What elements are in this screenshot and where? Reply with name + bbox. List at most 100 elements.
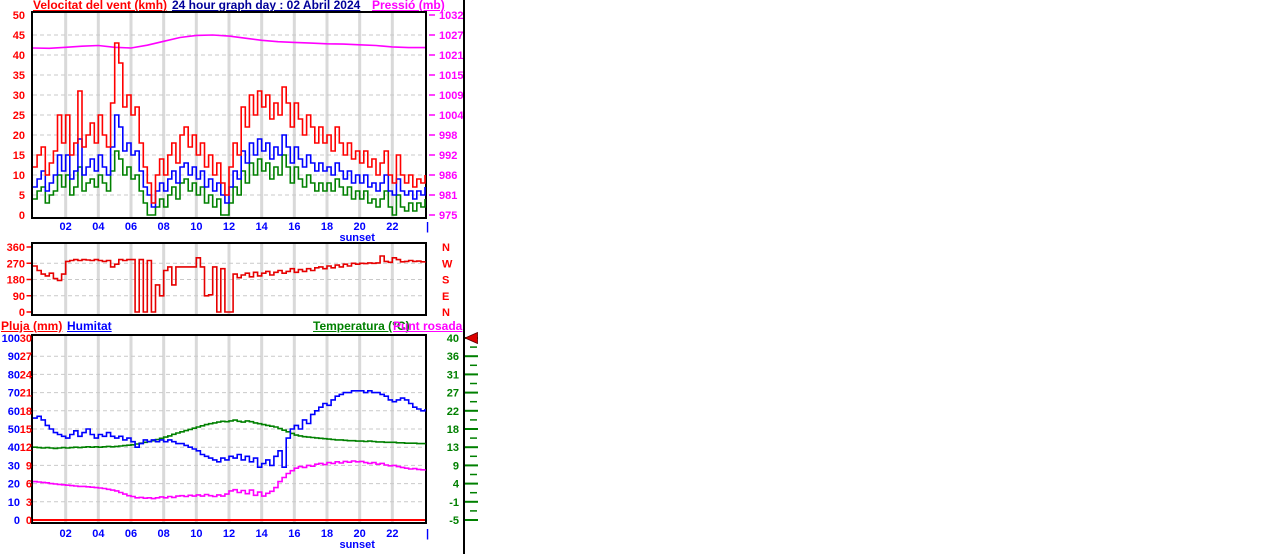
svg-text:9: 9 [453, 460, 459, 472]
svg-text:sunset: sunset [339, 232, 375, 244]
svg-text:100: 100 [2, 333, 20, 345]
svg-text:sunset: sunset [339, 539, 375, 551]
svg-text:14: 14 [256, 221, 269, 233]
svg-text:08: 08 [158, 221, 170, 233]
svg-text:70: 70 [8, 388, 20, 400]
series-temperature [33, 419, 426, 450]
svg-text:N: N [442, 242, 450, 254]
svg-text:N: N [442, 307, 450, 319]
svg-text:30: 30 [13, 90, 25, 102]
pressure-header-link[interactable]: Pressió (mb) [372, 0, 445, 12]
svg-text:36: 36 [447, 351, 459, 363]
svg-text:35: 35 [13, 70, 25, 82]
svg-text:15: 15 [20, 424, 32, 436]
svg-text:31: 31 [447, 369, 459, 381]
svg-text:0: 0 [19, 307, 25, 319]
svg-text:40: 40 [447, 333, 459, 345]
svg-text:20: 20 [354, 528, 366, 540]
svg-text:04: 04 [92, 221, 105, 233]
rain-header-link[interactable]: Pluja (mm) [1, 319, 63, 333]
svg-text:18: 18 [20, 406, 32, 418]
svg-text:90: 90 [8, 351, 20, 363]
svg-text:22: 22 [447, 406, 459, 418]
svg-text:270: 270 [7, 258, 25, 270]
svg-text:90: 90 [13, 291, 25, 303]
svg-text:27: 27 [447, 388, 459, 400]
svg-text:180: 180 [7, 275, 25, 287]
svg-text:18: 18 [321, 528, 333, 540]
svg-text:10: 10 [190, 528, 202, 540]
svg-text:1009: 1009 [439, 90, 463, 102]
svg-text:1027: 1027 [439, 30, 463, 42]
svg-text:|: | [426, 528, 429, 540]
svg-text:14: 14 [256, 528, 269, 540]
svg-text:22: 22 [386, 528, 398, 540]
svg-text:80: 80 [8, 369, 20, 381]
svg-text:12: 12 [20, 442, 32, 454]
svg-text:1004: 1004 [439, 110, 464, 122]
svg-text:45: 45 [13, 30, 25, 42]
svg-text:992: 992 [439, 150, 457, 162]
svg-text:360: 360 [7, 242, 25, 254]
svg-text:06: 06 [125, 221, 137, 233]
series-humidity [33, 390, 426, 468]
svg-text:18: 18 [447, 424, 459, 436]
svg-text:0: 0 [19, 210, 25, 222]
svg-text:986: 986 [439, 170, 457, 182]
current-value-arrow-icon [464, 331, 478, 345]
svg-text:-1: -1 [449, 497, 459, 509]
svg-text:15: 15 [13, 150, 25, 162]
series-pressure [32, 34, 425, 50]
svg-text:4: 4 [453, 479, 460, 491]
svg-text:10: 10 [190, 221, 202, 233]
series-dewpoint [33, 460, 426, 500]
svg-text:0: 0 [14, 515, 20, 527]
wind-speed-header-link[interactable]: Velocitat del vent (kmh) [33, 0, 168, 12]
svg-text:5: 5 [19, 190, 25, 202]
svg-text:10: 10 [13, 170, 25, 182]
svg-text:16: 16 [288, 528, 300, 540]
series-wind-low [33, 150, 426, 216]
svg-text:08: 08 [158, 528, 170, 540]
svg-text:12: 12 [223, 221, 235, 233]
svg-text:998: 998 [439, 130, 457, 142]
svg-text:40: 40 [13, 50, 25, 62]
svg-text:22: 22 [386, 221, 398, 233]
svg-text:W: W [442, 258, 453, 270]
svg-text:06: 06 [125, 528, 137, 540]
svg-text:E: E [442, 291, 449, 303]
svg-text:1015: 1015 [439, 70, 463, 82]
svg-text:1032: 1032 [439, 10, 463, 22]
temperature-header-link[interactable]: Temperatura (°C) [313, 319, 410, 333]
svg-text:02: 02 [60, 221, 72, 233]
svg-text:981: 981 [439, 190, 457, 202]
svg-text:04: 04 [92, 528, 105, 540]
svg-text:1021: 1021 [439, 50, 463, 62]
svg-text:30: 30 [8, 460, 20, 472]
svg-text:50: 50 [8, 424, 20, 436]
svg-text:02: 02 [60, 528, 72, 540]
graph-title[interactable]: 24 hour graph day : 02 Abril 2024 [172, 0, 361, 12]
svg-text:S: S [442, 275, 449, 287]
svg-text:16: 16 [288, 221, 300, 233]
svg-text:10: 10 [8, 497, 20, 509]
svg-text:60: 60 [8, 406, 20, 418]
series-wind-gust [33, 42, 426, 204]
svg-text:12: 12 [223, 528, 235, 540]
series-direction [33, 255, 426, 313]
svg-text:18: 18 [321, 221, 333, 233]
svg-text:975: 975 [439, 210, 457, 222]
svg-text:-5: -5 [449, 515, 459, 527]
svg-text:20: 20 [354, 221, 366, 233]
svg-text:27: 27 [20, 351, 32, 363]
svg-text:20: 20 [13, 130, 25, 142]
dewpoint-header-link[interactable]: Punt rosada [393, 319, 463, 333]
svg-text:30: 30 [20, 333, 32, 345]
humidity-header-link[interactable]: Humitat [67, 319, 112, 333]
svg-text:21: 21 [20, 388, 32, 400]
svg-text:|: | [426, 221, 429, 233]
svg-text:6: 6 [26, 479, 32, 491]
